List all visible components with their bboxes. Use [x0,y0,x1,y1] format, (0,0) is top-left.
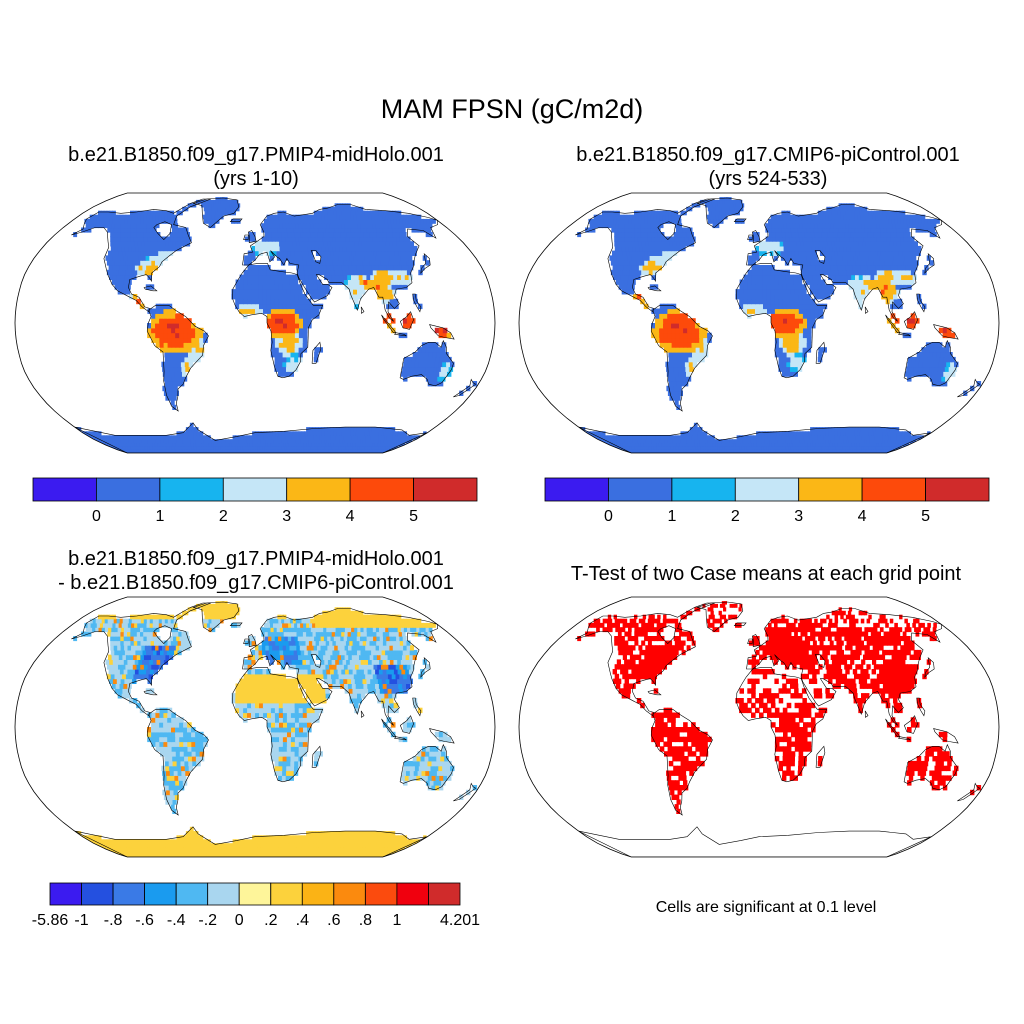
panel-2-title: b.e21.B1850.f09_g17.CMIP6-piControl.001 … [522,143,1014,191]
colorbar-swatch [238,882,272,906]
colorbar-tick-label: -5.86 [32,912,69,929]
colorbar-swatch [286,477,351,502]
panel-1-title-line1: b.e21.B1850.f09_g17.PMIP4-midHolo.001 [68,144,444,166]
colorbar-swatch [159,477,224,502]
colorbar-swatch [144,882,177,906]
colorbar-tick-label: -.6 [135,912,154,929]
colorbar-swatch [112,882,145,906]
colorbar-swatch [798,477,863,502]
colorbar-swatch [301,882,335,906]
colorbar-tick-label: 4 [346,508,355,525]
colorbar-swatch [333,882,366,906]
colorbar-tick-label: 2 [219,508,228,525]
colorbar-swatch [861,477,926,502]
land-field [577,197,982,453]
map-border [518,192,1000,454]
colorbar-midholo: 0 1 2 3 4 5 [32,477,478,525]
colorbar-tick-label: .2 [264,912,277,929]
colorbar-tick-label: 5 [409,508,418,525]
panel-3-title-line1: b.e21.B1850.f09_g17.PMIP4-midHolo.001 [68,548,444,570]
colorbar-tick-label: 0 [92,508,101,525]
panel-2-title-line1: b.e21.B1850.f09_g17.CMIP6-piControl.001 [576,144,960,166]
panel-3-title-line2: - b.e21.B1850.f09_g17.CMIP6-piControl.00… [58,572,454,594]
colorbar-swatch [349,477,414,502]
colorbar-swatch [96,477,161,502]
colorbar-swatch [544,477,609,502]
colorbar-swatch [49,882,82,906]
map-panel-ttest [518,596,1000,858]
colorbar-swatch [364,882,398,906]
coastlines [575,197,981,453]
colorbar-tick-label: -.8 [104,912,123,929]
panel-4-title: T-Test of two Case means at each grid po… [516,562,1016,586]
colorbar-picontrol: 0 1 2 3 4 5 [544,477,990,525]
map-panel-picontrol [518,192,1000,454]
map-panel-difference [14,596,496,858]
colorbar-swatch [925,477,990,502]
panel-3-title: b.e21.B1850.f09_g17.PMIP4-midHolo.001 - … [10,547,502,595]
colorbar-swatch [413,477,478,502]
land-field [73,601,478,857]
colorbar-tick-label: -1 [74,912,88,929]
colorbar-tick-label: 2 [731,508,740,525]
panel-2-title-line2: (yrs 524-533) [708,168,828,190]
colorbar-tick-label: .4 [296,912,309,929]
colorbar-swatch [222,477,288,502]
colorbar-tick-label: 1 [667,508,676,525]
colorbar-tick-label: 1 [155,508,164,525]
colorbar-tick-label: 3 [282,508,291,525]
panel-4-title-line1: T-Test of two Case means at each grid po… [570,563,962,585]
colorbar-tick-label: 1 [392,912,401,929]
colorbar-swatch [671,477,736,502]
colorbar-tick-label: .8 [359,912,372,929]
colorbar-swatch [608,477,673,502]
coastlines [71,197,477,453]
colorbar-tick-label: 5 [921,508,930,525]
colorbar-difference: -5.86 -1 -.8 -.6 -.4 -.2 0 .2 .4 .6 .8 1 4.201 [32,882,480,929]
map-border [14,596,496,858]
map-panel-midholo [14,192,496,454]
panel-1-title: b.e21.B1850.f09_g17.PMIP4-midHolo.001 (y… [10,143,502,191]
coastlines [71,601,477,857]
colorbar-tick-label: 3 [794,508,803,525]
colorbar-tick-label: 0 [235,912,244,929]
colorbar-tick-label: -.4 [167,912,186,929]
colorbar-swatch [207,882,240,906]
map-border [518,596,1000,858]
figure-title: MAM FPSN (gC/m2d) [380,94,644,124]
colorbar-tick-label: 4 [858,508,867,525]
colorbar-swatch [734,477,800,502]
land-field [577,601,982,814]
colorbar-swatch [428,882,461,906]
panel-1-title-line2: (yrs 1-10) [213,168,299,190]
colorbar-tick-label: 4.201 [440,912,480,929]
significance-note: Cells are significant at 0.1 level [655,899,877,916]
map-border [14,192,496,454]
coastlines [575,601,981,857]
colorbar-swatch [81,882,114,906]
colorbar-swatch [396,882,429,906]
colorbar-swatch [175,882,209,906]
colorbar-swatch [32,477,97,502]
land-field [73,197,478,453]
colorbar-tick-label: -.2 [198,912,217,929]
colorbar-swatch [270,882,303,906]
colorbar-tick-label: 0 [604,508,613,525]
colorbar-tick-label: .6 [327,912,340,929]
